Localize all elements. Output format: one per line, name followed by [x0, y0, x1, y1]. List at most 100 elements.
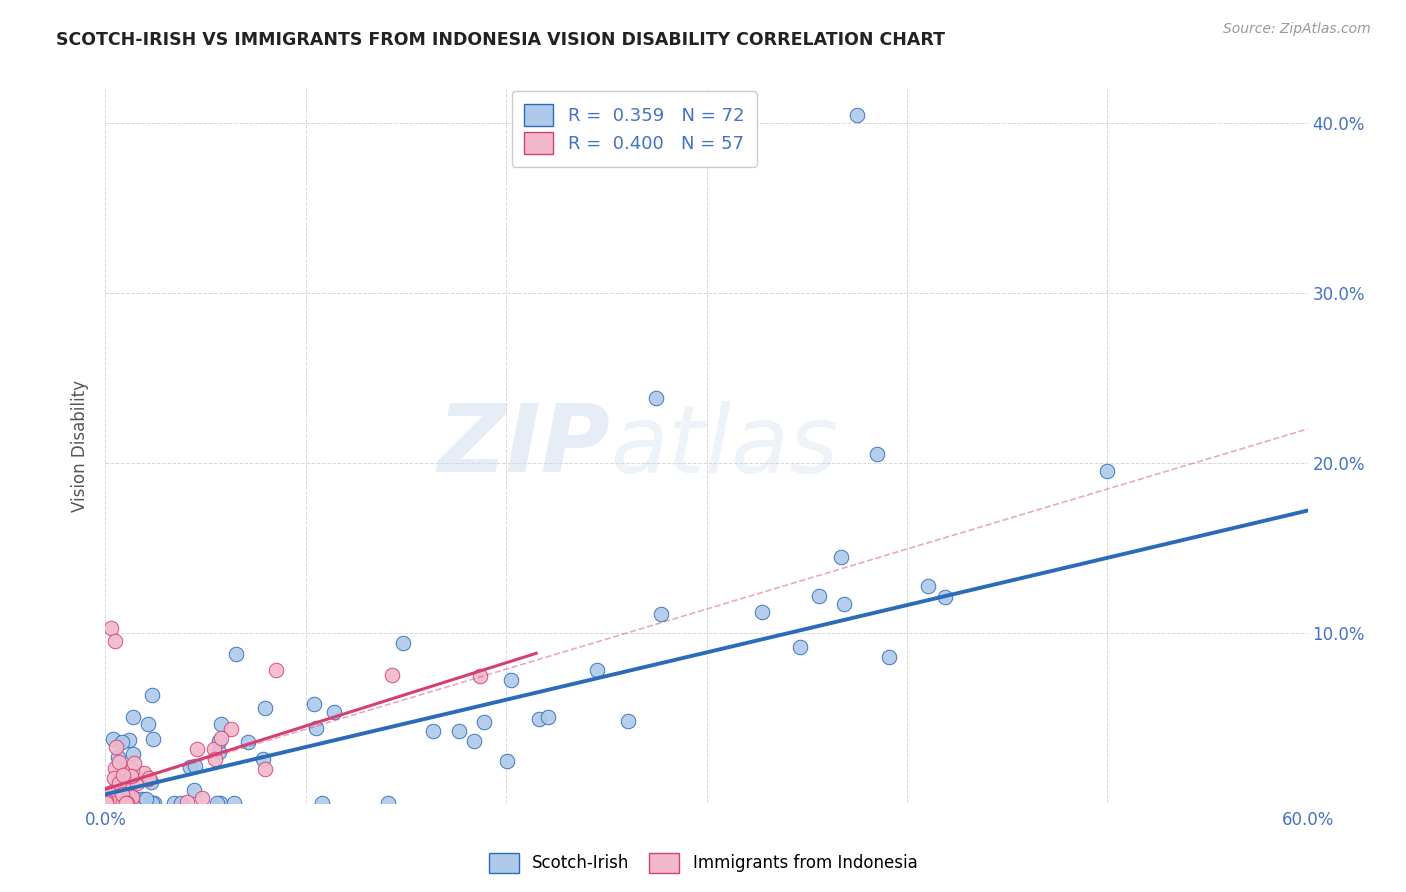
Text: ZIP: ZIP — [437, 400, 610, 492]
Point — [117, 796, 139, 810]
Point — [496, 754, 519, 768]
Point — [98, 796, 121, 810]
Point — [115, 796, 138, 810]
Point — [121, 710, 143, 724]
Point — [501, 673, 523, 687]
Point — [138, 717, 160, 731]
Point — [917, 579, 939, 593]
Point — [108, 777, 131, 791]
Point — [205, 796, 228, 810]
Point — [118, 791, 141, 805]
Y-axis label: Vision Disability: Vision Disability — [72, 380, 90, 512]
Point — [381, 667, 404, 681]
Point — [96, 796, 118, 810]
Point — [179, 760, 201, 774]
Point — [108, 791, 131, 805]
Point — [305, 721, 328, 735]
Point — [122, 756, 145, 770]
Point — [112, 796, 135, 810]
Point — [103, 785, 125, 799]
Point — [224, 796, 246, 810]
Point — [527, 712, 550, 726]
Point — [97, 793, 120, 807]
Point — [184, 759, 207, 773]
Point — [121, 796, 143, 810]
Point — [111, 787, 134, 801]
Point — [104, 783, 127, 797]
Point — [138, 771, 160, 785]
Point — [183, 783, 205, 797]
Point — [219, 722, 242, 736]
Point — [114, 774, 136, 789]
Point — [586, 663, 609, 677]
Point — [118, 732, 141, 747]
Point — [101, 796, 124, 810]
Point — [98, 786, 121, 800]
Point — [209, 796, 232, 810]
Point — [877, 650, 900, 665]
Point — [142, 796, 165, 810]
Point — [463, 734, 485, 748]
Point — [97, 792, 120, 806]
Point — [135, 792, 157, 806]
Point — [392, 636, 415, 650]
Point — [100, 621, 122, 635]
Point — [132, 766, 155, 780]
Point — [789, 640, 811, 654]
Point — [104, 634, 127, 648]
Point — [96, 789, 118, 804]
Point — [104, 796, 127, 810]
Point — [468, 669, 491, 683]
Legend: R =  0.359   N = 72, R =  0.400   N = 57: R = 0.359 N = 72, R = 0.400 N = 57 — [512, 91, 756, 167]
Point — [236, 735, 259, 749]
Point — [104, 786, 127, 800]
Point — [136, 796, 159, 810]
Point — [111, 767, 134, 781]
Point — [252, 752, 274, 766]
Point — [422, 724, 444, 739]
Point — [107, 792, 129, 806]
Point — [117, 785, 139, 799]
Point — [253, 701, 276, 715]
Text: Source: ZipAtlas.com: Source: ZipAtlas.com — [1223, 22, 1371, 37]
Point — [302, 697, 325, 711]
Point — [96, 796, 118, 810]
Point — [202, 742, 225, 756]
Point — [104, 739, 127, 754]
Point — [472, 714, 495, 729]
Point — [94, 794, 117, 808]
Point — [104, 762, 127, 776]
Point — [121, 747, 143, 761]
Point — [121, 763, 143, 777]
Point — [617, 714, 640, 729]
Point — [186, 742, 208, 756]
Point — [176, 795, 198, 809]
Point — [136, 772, 159, 787]
Point — [866, 448, 889, 462]
Point — [125, 776, 148, 790]
Point — [114, 796, 136, 810]
Point — [845, 108, 868, 122]
Point — [139, 775, 162, 789]
Point — [830, 550, 852, 565]
Point — [128, 796, 150, 810]
Point — [264, 663, 287, 677]
Point — [108, 791, 131, 805]
Text: SCOTCH-IRISH VS IMMIGRANTS FROM INDONESIA VISION DISABILITY CORRELATION CHART: SCOTCH-IRISH VS IMMIGRANTS FROM INDONESI… — [56, 31, 945, 49]
Point — [209, 731, 232, 745]
Point — [94, 796, 117, 810]
Point — [101, 796, 124, 810]
Point — [114, 796, 136, 810]
Point — [322, 705, 344, 719]
Point — [96, 796, 118, 810]
Point — [209, 717, 232, 731]
Point — [225, 647, 247, 661]
Point — [190, 791, 212, 805]
Point — [751, 605, 773, 619]
Point — [1097, 465, 1119, 479]
Point — [101, 796, 124, 810]
Point — [311, 796, 333, 810]
Point — [110, 796, 132, 810]
Point — [114, 796, 136, 810]
Point — [111, 735, 134, 749]
